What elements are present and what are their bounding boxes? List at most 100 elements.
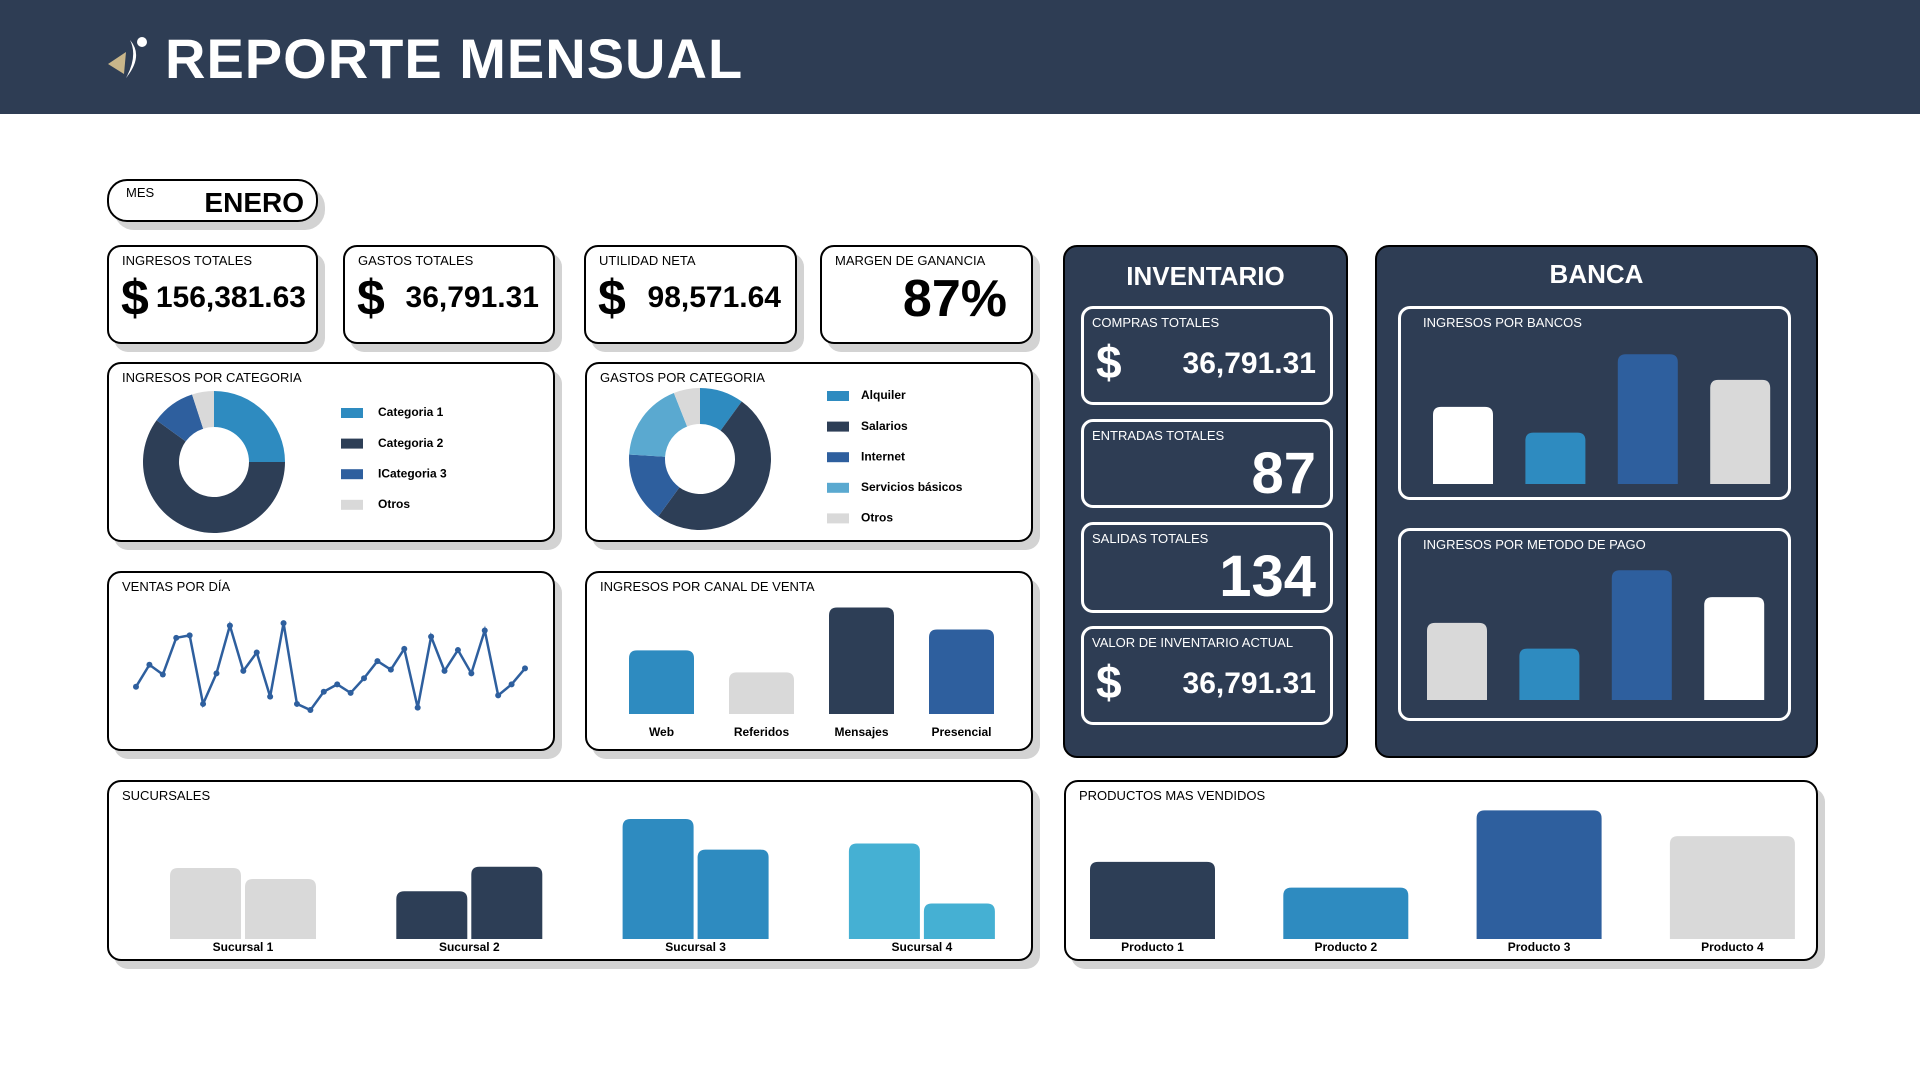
month-value: ENERO <box>204 187 304 218</box>
pie-slice <box>629 454 680 517</box>
chart <box>1433 354 1771 484</box>
bar <box>629 650 694 714</box>
legend-swatch <box>827 391 849 401</box>
point <box>374 658 381 665</box>
x-label: Sucursal 3 <box>665 940 726 954</box>
point <box>226 622 233 629</box>
pie-slice <box>629 392 688 457</box>
chart: Producto 1 Producto 2 Producto 3 Producto 4 <box>1090 810 1795 954</box>
bar <box>1617 354 1678 484</box>
legend-swatch <box>341 469 363 480</box>
legend-swatch <box>341 438 363 449</box>
bar <box>1427 622 1487 700</box>
kpi-card: INGRESOS TOTALES $ 156,381.63 <box>107 245 318 344</box>
pie-slice <box>673 388 700 427</box>
kpi-currency: $ <box>121 270 149 326</box>
month-label: MES <box>126 185 155 200</box>
bar <box>1669 836 1795 939</box>
chart <box>1427 570 1765 700</box>
inventory-value: 36,791.31 <box>1182 667 1316 700</box>
chart-title: INGRESOS POR CATEGORIA <box>122 370 302 385</box>
bar <box>1090 861 1215 939</box>
x-label: Mensajes <box>834 725 888 739</box>
bar <box>396 891 468 939</box>
x-label: Producto 3 <box>1508 940 1571 954</box>
kpi-value: 156,381.63 <box>155 281 306 314</box>
bar <box>1710 379 1771 484</box>
point <box>186 632 193 639</box>
legend-label: Servicios básicos <box>861 480 963 494</box>
point <box>481 627 488 634</box>
pie-slice <box>143 420 285 533</box>
legend-label: Alquiler <box>861 388 906 402</box>
chart <box>133 620 528 714</box>
pie-slice <box>214 391 285 462</box>
bar <box>1611 570 1672 700</box>
point <box>213 670 220 677</box>
inventory-panel: INVENTARIO COMPRAS TOTALES $ 36,791.31 E… <box>1063 245 1348 758</box>
point <box>146 661 153 668</box>
point <box>441 667 448 674</box>
chart: Categoria 1 Categoria 2 ICategoria 3 Otros <box>143 391 447 533</box>
kpi-label: GASTOS TOTALES <box>358 253 474 268</box>
inventory-currency: $ <box>1096 656 1122 708</box>
kpi-card: GASTOS TOTALES $ 36,791.31 <box>343 245 555 344</box>
bar <box>923 903 995 939</box>
legend-label: Internet <box>861 449 905 463</box>
pie-slice <box>658 401 771 530</box>
kpi-label: UTILIDAD NETA <box>599 253 696 268</box>
x-label: Sucursal 1 <box>213 940 274 954</box>
kpi-label: MARGEN DE GANANCIA <box>835 253 986 268</box>
point <box>173 634 180 641</box>
kpi-card: UTILIDAD NETA $ 98,571.64 <box>584 245 797 344</box>
inventory-label: COMPRAS TOTALES <box>1092 315 1220 330</box>
legend-label: Salarios <box>861 419 908 433</box>
chart-title: INGRESOS POR METODO DE PAGO <box>1423 537 1646 552</box>
chart-title: INGRESOS POR CANAL DE VENTA <box>600 579 815 594</box>
point <box>133 683 139 690</box>
chart-box: SUCURSALES Sucursal 1 Sucursal 2 Sucursal … <box>107 780 1033 961</box>
legend-label: Otros <box>861 511 893 525</box>
bar <box>848 843 920 939</box>
x-label: Web <box>649 725 674 739</box>
bar <box>1283 887 1409 939</box>
chart-box: PRODUCTOS MAS VENDIDOS Producto 1 Product… <box>1064 780 1818 961</box>
chart-box: GASTOS POR CATEGORIA Alquiler Salarios Int… <box>585 362 1033 542</box>
point <box>267 693 274 700</box>
point <box>401 645 408 652</box>
kpi-value: 98,571.64 <box>647 281 781 314</box>
point <box>293 700 300 707</box>
x-label: Producto 1 <box>1121 940 1184 954</box>
bar <box>622 818 694 939</box>
chart-title: SUCURSALES <box>122 788 211 803</box>
line <box>134 621 526 712</box>
kpi-label: INGRESOS TOTALES <box>122 253 253 268</box>
chart-title: INGRESOS POR BANCOS <box>1423 315 1582 330</box>
title: REPORTE MENSUAL <box>165 27 744 90</box>
point <box>428 633 435 640</box>
bar <box>1704 597 1765 700</box>
legend-swatch <box>341 499 363 510</box>
x-label: Producto 4 <box>1701 940 1764 954</box>
inventory-card: COMPRAS TOTALES $ 36,791.31 <box>1081 306 1333 405</box>
chart-box: INGRESOS POR BANCOS <box>1398 306 1791 500</box>
point <box>361 675 368 682</box>
point <box>387 666 394 673</box>
panel-title: BANCA <box>1549 259 1644 289</box>
pie-slice <box>700 388 742 431</box>
inventory-card: SALIDAS TOTALES 134 <box>1081 522 1333 613</box>
chart-title: PRODUCTOS MAS VENDIDOS <box>1079 788 1266 803</box>
chart-title: GASTOS POR CATEGORIA <box>600 370 765 385</box>
kpi-currency: $ <box>598 270 626 326</box>
logo <box>108 37 147 78</box>
legend-swatch <box>827 421 849 432</box>
inventory-card: ENTRADAS TOTALES 87 <box>1081 419 1333 508</box>
chart-box: INGRESOS POR CATEGORIA Categoria 1 Catego… <box>107 362 555 542</box>
inventory-label: SALIDAS TOTALES <box>1092 531 1209 546</box>
header: REPORTE MENSUAL <box>0 0 1920 114</box>
point <box>253 649 260 656</box>
legend-swatch <box>341 408 363 418</box>
point <box>280 620 287 627</box>
chart-box: INGRESOS POR METODO DE PAGO <box>1398 528 1791 721</box>
